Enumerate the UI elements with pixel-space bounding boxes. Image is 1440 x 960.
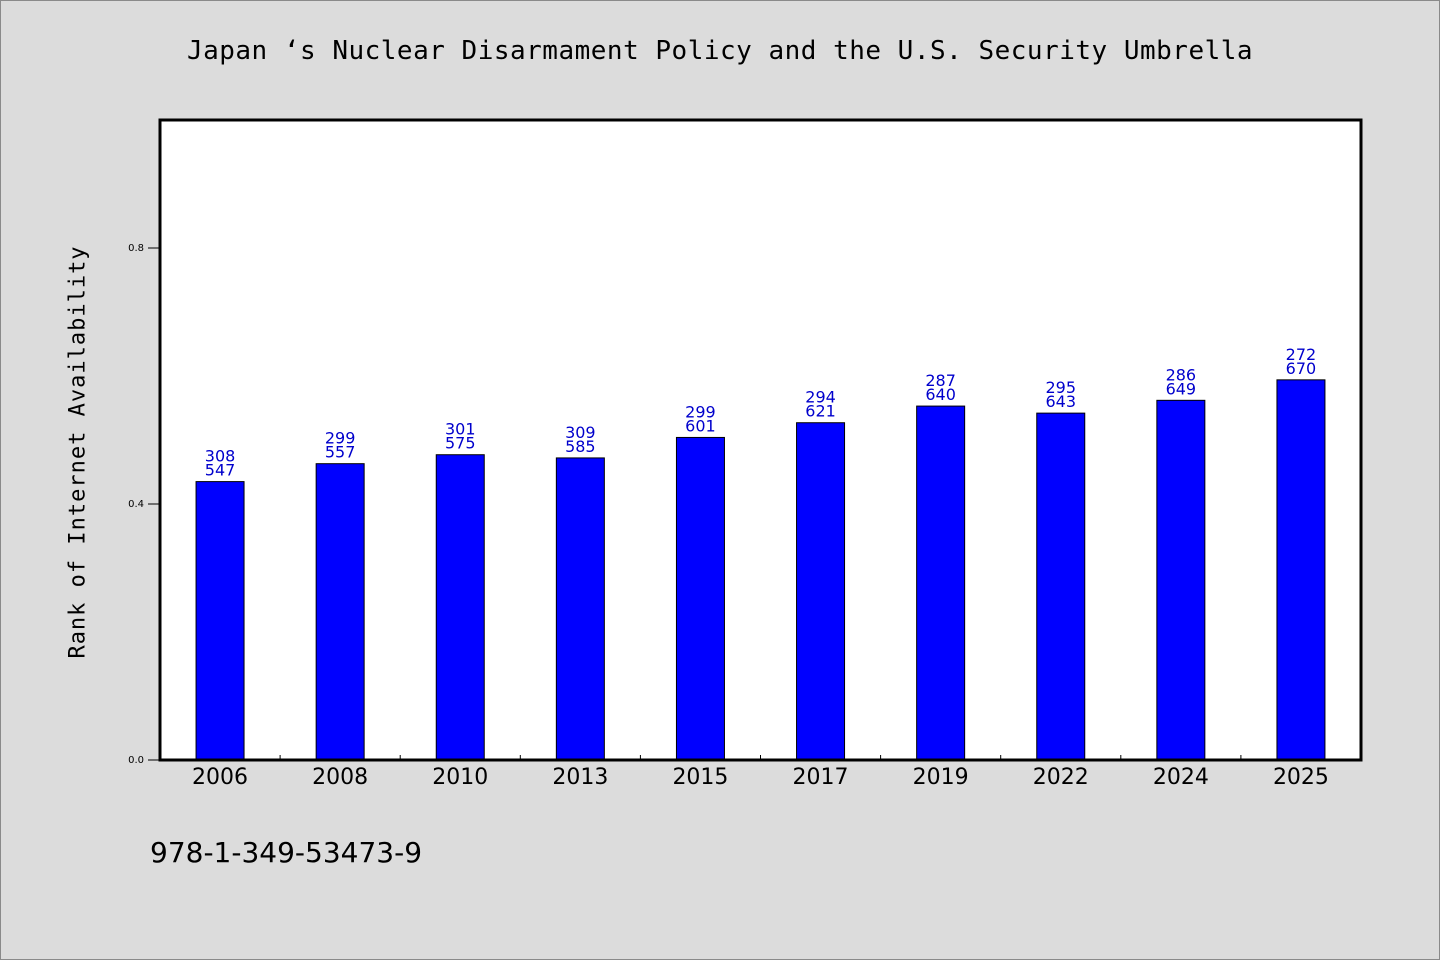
data-label-top: 309: [565, 423, 596, 442]
footer-isbn: 978-1-349-53473-9: [150, 836, 423, 869]
data-label-top: 308: [205, 447, 236, 466]
x-tick-label: 2006: [192, 765, 248, 790]
data-label-bottom: 585: [565, 437, 596, 456]
data-label-bottom: 643: [1045, 392, 1076, 411]
x-tick-label: 2010: [432, 765, 488, 790]
bar: [435, 454, 485, 761]
data-label-top: 301: [445, 420, 476, 439]
x-tick-label: 2017: [793, 765, 849, 790]
data-label-bottom: 557: [325, 443, 356, 462]
bar: [1156, 399, 1206, 761]
bar: [916, 405, 966, 761]
data-label-bottom: 621: [805, 402, 836, 421]
data-label-bottom: 640: [925, 385, 956, 404]
bar: [315, 463, 365, 761]
x-tick-label: 2022: [1033, 765, 1089, 790]
x-tick-label: 2024: [1153, 765, 1209, 790]
chart-title: Japan ‘s Nuclear Disarmament Policy and …: [186, 36, 1254, 66]
data-label-bottom: 547: [205, 461, 236, 480]
y-tick-label: 0.4: [128, 499, 144, 510]
bar: [1276, 379, 1326, 761]
data-label-bottom: 601: [685, 416, 716, 435]
data-label-top: 272: [1286, 345, 1317, 364]
x-tick-label: 2013: [552, 765, 608, 790]
data-label-bottom: 670: [1286, 359, 1317, 378]
x-tick-label: 2025: [1273, 765, 1329, 790]
bar: [195, 481, 245, 761]
data-label-top: 299: [685, 402, 716, 421]
data-label-bottom: 649: [1166, 379, 1197, 398]
data-label-top: 295: [1045, 378, 1076, 397]
bar: [555, 457, 605, 761]
bar: [675, 436, 725, 761]
data-label-top: 299: [325, 429, 356, 448]
bar: [796, 422, 846, 761]
data-label-top: 294: [805, 388, 836, 407]
x-tick-label: 2019: [913, 765, 969, 790]
plot-border: [158, 118, 1363, 762]
bar: [1036, 412, 1086, 761]
x-tick-label: 2015: [672, 765, 728, 790]
x-tick-label: 2008: [312, 765, 368, 790]
y-tick-label: 0.0: [128, 755, 144, 766]
y-tick-label: 0.8: [128, 243, 144, 254]
data-label-bottom: 575: [445, 434, 476, 453]
data-label-top: 287: [925, 371, 956, 390]
data-label-top: 286: [1166, 365, 1197, 384]
